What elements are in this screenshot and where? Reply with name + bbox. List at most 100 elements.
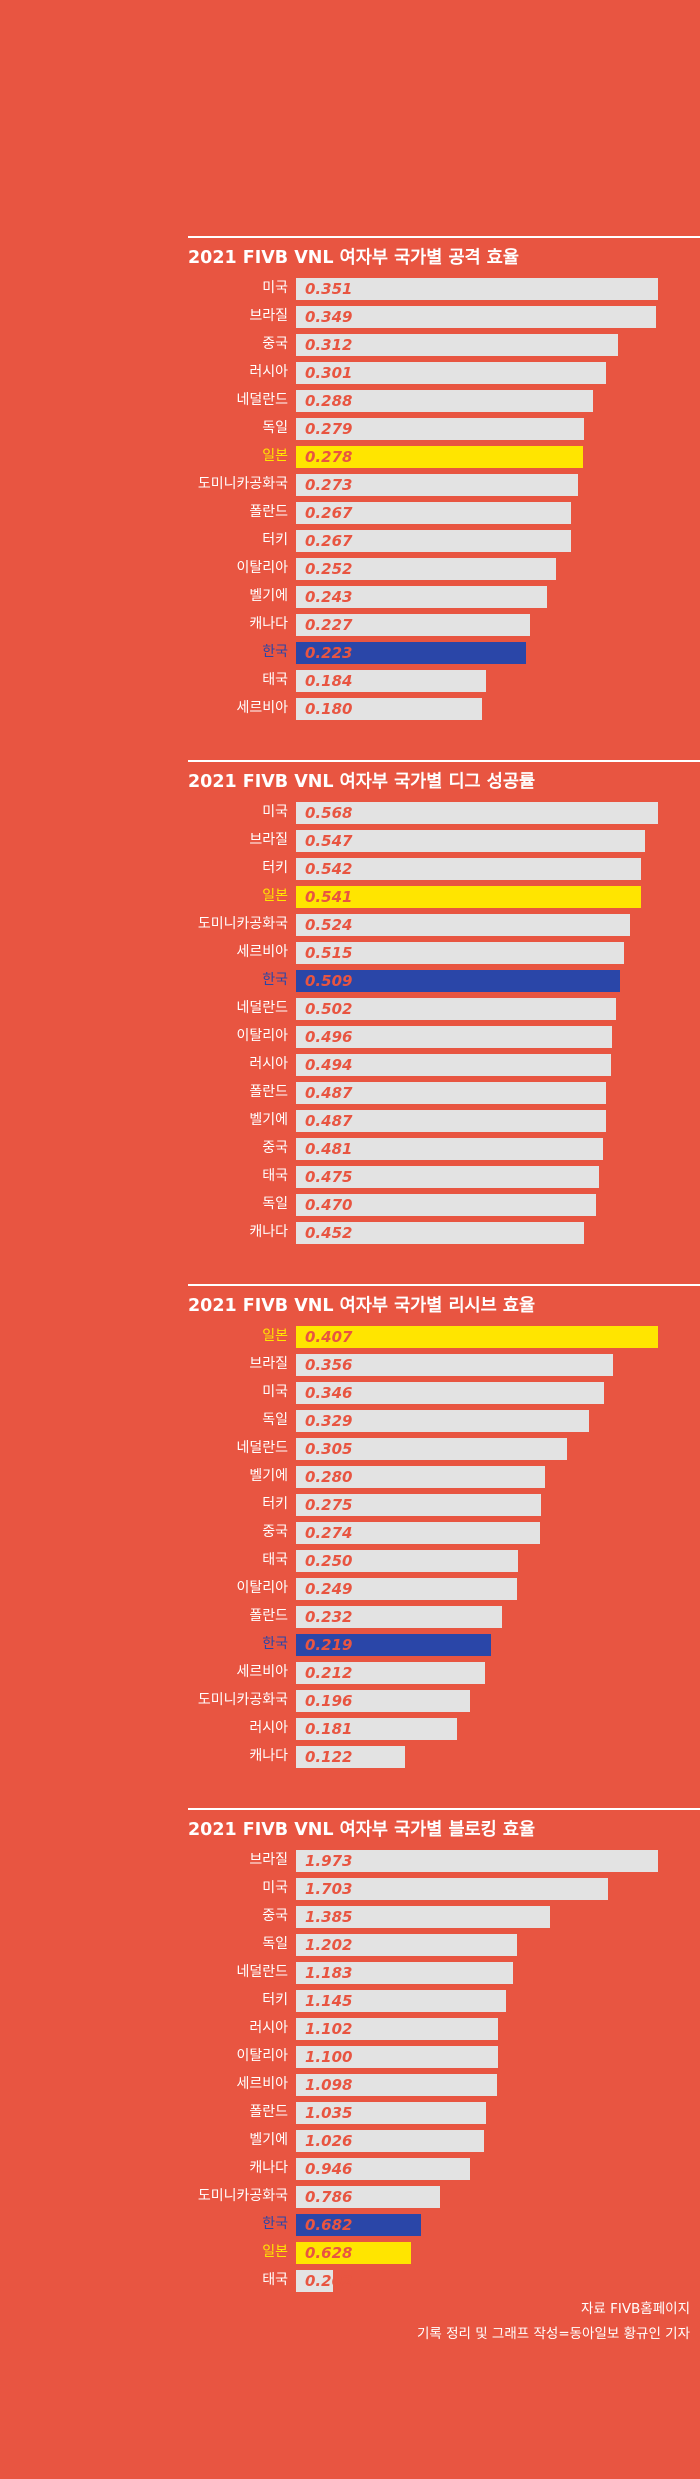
bar (296, 362, 606, 384)
bar (296, 1222, 584, 1244)
value-label: 0.312 (305, 336, 353, 354)
bar-row: 세르비아 1.098 (0, 2072, 700, 2100)
value-label: 0.494 (305, 1056, 353, 1074)
category-label: 태국 (262, 1168, 288, 1184)
value-label: 0.515 (305, 944, 353, 962)
bar-row: 러시아 1.102 (0, 2016, 700, 2044)
bar-row: 중국 0.274 (0, 1520, 700, 1548)
value-label: 0.278 (305, 448, 353, 466)
bar-row: 폴란드 0.267 (0, 500, 700, 528)
bar-row: 벨기에 0.243 (0, 584, 700, 612)
bar-row: 세르비아 0.180 (0, 696, 700, 724)
category-label: 세르비아 (236, 944, 288, 960)
bar-row: 중국 0.312 (0, 332, 700, 360)
bar (296, 1438, 567, 1460)
category-label: 벨기에 (249, 588, 288, 604)
category-label: 폴란드 (249, 1084, 288, 1100)
bar (296, 1634, 491, 1656)
bar-row: 폴란드 1.035 (0, 2100, 700, 2128)
bar-row: 도미니카공화국 0.524 (0, 912, 700, 940)
bar (296, 1522, 540, 1544)
value-label: 0.541 (305, 888, 353, 906)
bar (296, 1054, 611, 1076)
bar-row: 캐나다 0.227 (0, 612, 700, 640)
category-label: 터키 (262, 1496, 288, 1512)
value-label: 1.973 (305, 1852, 353, 1870)
value-label: 0.279 (305, 420, 353, 438)
bar-row: 터키 0.267 (0, 528, 700, 556)
bar-row: 도미니카공화국 0.273 (0, 472, 700, 500)
category-label: 한국 (262, 644, 288, 660)
section-divider (188, 760, 700, 762)
bar-row: 독일 0.329 (0, 1408, 700, 1436)
bar-row: 태국 0.250 (0, 1548, 700, 1576)
bar (296, 446, 583, 468)
value-label: 0.122 (305, 1748, 353, 1766)
bar-row: 일본 0.278 (0, 444, 700, 472)
category-label: 벨기에 (249, 1468, 288, 1484)
bar-row: 터키 0.542 (0, 856, 700, 884)
category-label: 일본 (262, 888, 288, 904)
value-label: 1.703 (305, 1880, 353, 1898)
bar (296, 802, 658, 824)
bar-row: 태국 0.202 (0, 2268, 700, 2296)
value-label: 0.496 (305, 1028, 353, 1046)
value-label: 0.487 (305, 1084, 353, 1102)
chart-title: 2021 FIVB VNL 여자부 국가별 리시브 효율 (188, 1296, 536, 1316)
bar (296, 1026, 612, 1048)
bar (296, 970, 620, 992)
value-label: 1.385 (305, 1908, 353, 1926)
bar (296, 390, 593, 412)
bar-row: 한국 0.223 (0, 640, 700, 668)
value-label: 0.542 (305, 860, 353, 878)
bar (296, 1194, 596, 1216)
value-label: 0.280 (305, 1468, 353, 1486)
value-label: 0.356 (305, 1356, 353, 1374)
category-label: 도미니카공화국 (197, 2188, 288, 2204)
bar-row: 태국 0.184 (0, 668, 700, 696)
category-label: 세르비아 (236, 2076, 288, 2092)
bar-row: 도미니카공화국 0.786 (0, 2184, 700, 2212)
value-label: 0.249 (305, 1580, 353, 1598)
bar (296, 2242, 411, 2264)
value-label: 1.202 (305, 1936, 353, 1954)
bar (296, 614, 530, 636)
value-label: 1.098 (305, 2076, 353, 2094)
bar (296, 2102, 486, 2124)
section-divider (188, 236, 700, 238)
value-label: 0.628 (305, 2244, 353, 2262)
bar (296, 2186, 440, 2208)
category-label: 터키 (262, 1992, 288, 2008)
value-label: 1.183 (305, 1964, 353, 1982)
bar (296, 334, 618, 356)
category-label: 독일 (262, 1412, 288, 1428)
value-label: 0.481 (305, 1140, 353, 1158)
bar (296, 2214, 421, 2236)
bar-row: 미국 1.703 (0, 1876, 700, 1904)
category-label: 독일 (262, 420, 288, 436)
category-label: 한국 (262, 1636, 288, 1652)
category-label: 폴란드 (249, 504, 288, 520)
bar (296, 1410, 589, 1432)
bar-row: 캐나다 0.122 (0, 1744, 700, 1772)
category-label: 일본 (262, 1328, 288, 1344)
bar (296, 2018, 498, 2040)
category-label: 일본 (262, 448, 288, 464)
bar (296, 670, 486, 692)
bar (296, 278, 658, 300)
value-label: 0.196 (305, 1692, 353, 1710)
value-label: 0.273 (305, 476, 353, 494)
value-label: 0.275 (305, 1496, 353, 1514)
bar-row: 세르비아 0.212 (0, 1660, 700, 1688)
category-label: 태국 (262, 2272, 288, 2288)
bar-row: 중국 0.481 (0, 1136, 700, 1164)
bar (296, 1906, 550, 1928)
value-label: 0.232 (305, 1608, 353, 1626)
section-divider (188, 1808, 700, 1810)
value-label: 0.301 (305, 364, 353, 382)
value-label: 0.227 (305, 616, 353, 634)
category-label: 캐나다 (249, 1748, 288, 1764)
category-label: 미국 (262, 804, 288, 820)
bar-row: 일본 0.407 (0, 1324, 700, 1352)
category-label: 네덜란드 (236, 1964, 288, 1980)
